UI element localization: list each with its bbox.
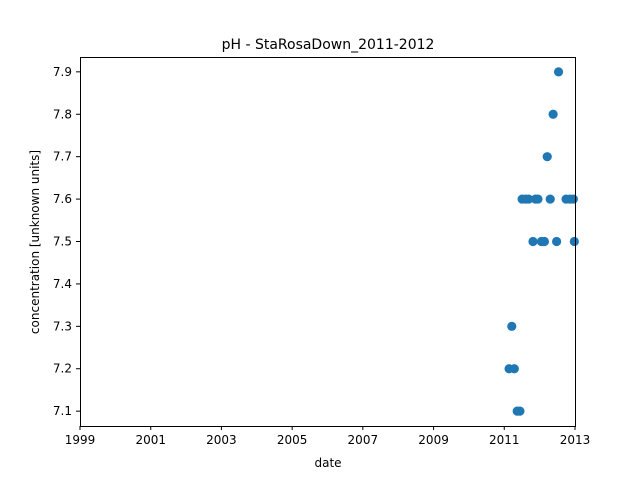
data-point	[553, 67, 564, 77]
data-point	[569, 236, 579, 247]
data-point	[539, 236, 550, 247]
y-tick-label: 7.2	[53, 362, 72, 376]
x-tick-label: 2009	[418, 433, 449, 447]
y-tick-label: 7.5	[53, 235, 72, 249]
data-point	[552, 236, 562, 247]
y-tick-label: 7.9	[53, 65, 72, 79]
x-tick-label: 2001	[135, 433, 166, 447]
y-tick-label: 7.6	[53, 192, 72, 206]
data-point	[548, 109, 558, 119]
data-point	[515, 406, 525, 416]
y-tick-label: 7.7	[53, 150, 72, 164]
data-point	[542, 152, 552, 162]
y-axis-label: concentration [unknown units]	[28, 150, 42, 334]
data-point	[545, 194, 555, 204]
y-tick-label: 7.3	[53, 319, 72, 333]
x-tick-label: 2007	[348, 433, 379, 447]
x-axis-label: date	[314, 456, 341, 470]
data-point	[524, 194, 534, 204]
data-point	[509, 364, 519, 374]
x-tick-label: 2013	[560, 433, 591, 447]
x-tick-label: 1999	[65, 433, 96, 447]
data-point	[568, 194, 578, 204]
x-tick-label: 2003	[206, 433, 237, 447]
data-point	[533, 194, 543, 204]
y-tick-label: 7.1	[53, 404, 72, 418]
x-tick-label: 2011	[489, 433, 520, 447]
data-point	[528, 236, 538, 247]
y-tick-label: 7.8	[53, 107, 72, 121]
x-tick-label: 2005	[277, 433, 308, 447]
data-point	[507, 321, 517, 331]
chart-title: pH - StaRosaDown_2011-2012	[222, 37, 435, 53]
y-tick-label: 7.4	[53, 277, 72, 291]
plot-frame	[80, 57, 576, 427]
